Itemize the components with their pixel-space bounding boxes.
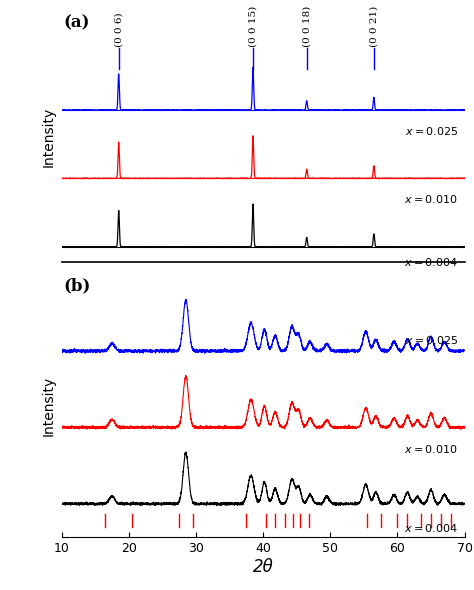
Text: (0 0 21): (0 0 21) (369, 5, 378, 47)
Text: (0 0 18): (0 0 18) (302, 5, 311, 47)
Y-axis label: Intensity: Intensity (42, 376, 56, 436)
Text: $x = 0.010$: $x = 0.010$ (404, 194, 458, 205)
X-axis label: 2θ: 2θ (253, 558, 273, 575)
Y-axis label: Intensity: Intensity (42, 107, 56, 167)
Text: $x = 0.004$: $x = 0.004$ (404, 522, 458, 533)
Text: $x = 0.004$: $x = 0.004$ (404, 256, 458, 268)
Text: (0 0 15): (0 0 15) (248, 5, 257, 47)
Text: $x = 0.010$: $x = 0.010$ (404, 442, 458, 455)
Text: (0 0 6): (0 0 6) (114, 12, 123, 47)
Text: $x = 0.025$: $x = 0.025$ (404, 334, 458, 346)
Text: (a): (a) (64, 14, 90, 31)
Text: $x = 0.025$: $x = 0.025$ (404, 125, 458, 137)
Text: (b): (b) (64, 277, 91, 294)
